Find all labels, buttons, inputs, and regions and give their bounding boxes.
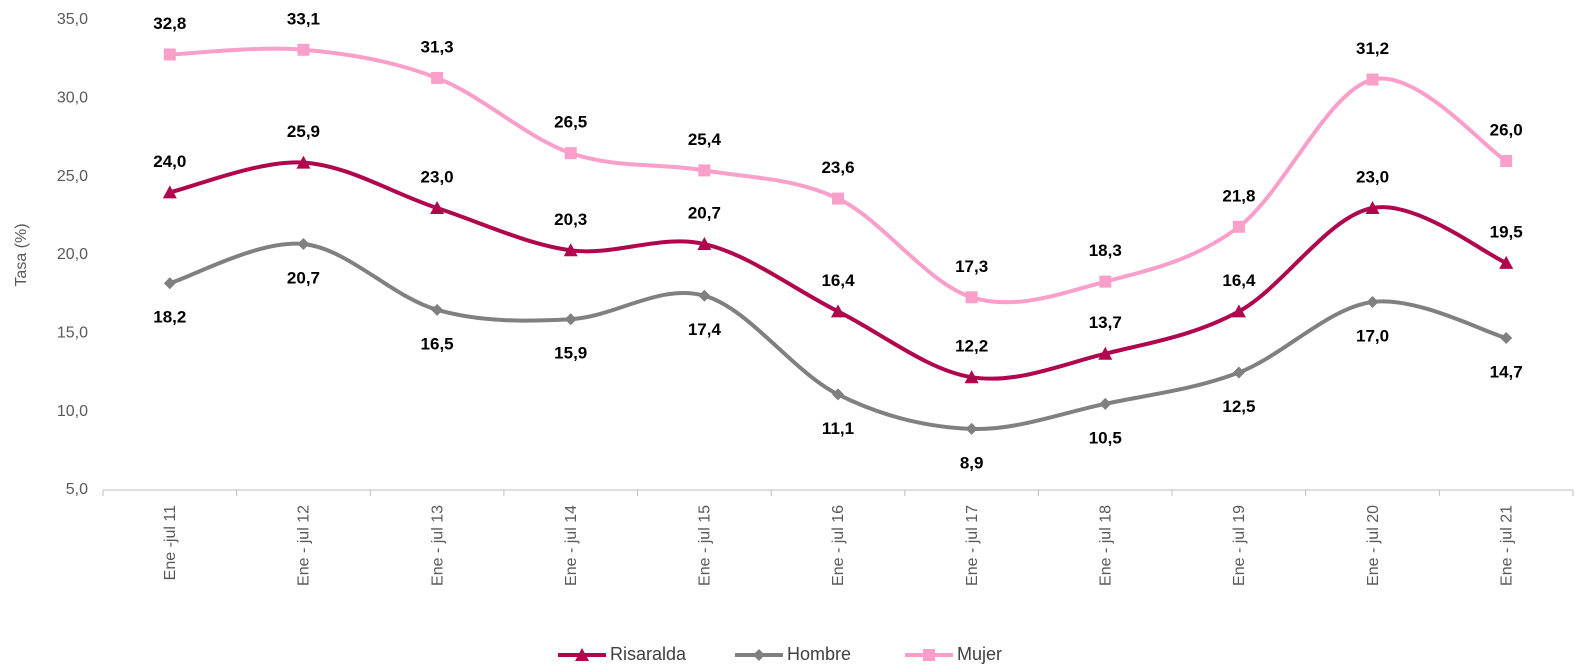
marker [1366, 296, 1379, 308]
marker [1499, 255, 1514, 269]
y-axis-label: Tasa (%) [13, 223, 30, 286]
data-label: 8,9 [960, 453, 984, 472]
marker [1500, 155, 1513, 167]
marker [563, 243, 578, 257]
data-label: 16,4 [1222, 271, 1256, 290]
y-tick-label: 30,0 [57, 90, 88, 107]
data-label: 25,4 [688, 130, 722, 149]
legend-marker [753, 649, 765, 661]
y-tick-label: 35,0 [57, 11, 88, 28]
x-tick-label: Ene - jul 18 [1097, 505, 1114, 586]
x-tick-label: Ene - jul 12 [296, 505, 313, 586]
data-label: 19,5 [1490, 222, 1523, 241]
y-tick-label: 10,0 [57, 403, 88, 420]
x-tick-label: Ene - jul 16 [830, 505, 847, 586]
marker [965, 291, 978, 304]
marker [698, 164, 711, 177]
data-label: 11,1 [822, 419, 854, 438]
data-label: 20,7 [287, 269, 320, 288]
marker [965, 422, 978, 435]
marker [162, 185, 177, 199]
data-label: 24,0 [153, 152, 186, 171]
x-tick-label: Ene - jul 19 [1231, 505, 1248, 586]
y-tick-label: 20,0 [57, 246, 88, 263]
marker [297, 238, 310, 251]
marker [1231, 304, 1246, 318]
marker [698, 289, 711, 302]
data-label: 10,5 [1089, 428, 1122, 447]
data-label: 13,7 [1089, 313, 1122, 332]
marker [430, 201, 445, 214]
data-label: 14,7 [1490, 363, 1523, 382]
data-label: 18,2 [153, 308, 186, 327]
data-label: 20,3 [554, 210, 587, 229]
legend-label: Risaralda [610, 644, 687, 664]
series-line [169, 46, 1508, 305]
marker [832, 192, 844, 205]
marker [564, 147, 577, 160]
legend-label: Mujer [957, 644, 1002, 664]
data-label: 26,0 [1490, 120, 1523, 139]
data-label: 16,4 [821, 271, 855, 290]
data-label: 25,9 [287, 122, 320, 141]
data-label: 18,3 [1089, 241, 1122, 260]
x-tick-label: Ene - jul 21 [1498, 505, 1515, 586]
x-tick-label: Ene - jul 14 [563, 505, 580, 586]
y-tick-label: 5,0 [66, 481, 88, 498]
marker [1232, 220, 1245, 233]
data-label: 23,0 [1356, 167, 1389, 186]
data-label: 31,3 [421, 37, 454, 56]
marker [1500, 332, 1513, 345]
marker [1232, 366, 1245, 379]
data-label: 16,5 [421, 334, 454, 353]
data-label: 12,5 [1222, 397, 1255, 416]
marker [1366, 73, 1379, 86]
marker [564, 313, 577, 326]
legend-label: Hombre [787, 644, 851, 664]
legend-marker [923, 649, 935, 661]
marker [831, 304, 845, 318]
data-label: 17,4 [688, 320, 722, 339]
data-label: 31,2 [1356, 39, 1389, 58]
x-tick-label: Ene - jul 17 [964, 505, 981, 586]
y-tick-label: 25,0 [57, 168, 88, 185]
marker [431, 303, 444, 316]
x-tick-label: Ene - jul 20 [1365, 505, 1382, 586]
data-label: 23,0 [421, 167, 454, 186]
marker [1098, 346, 1113, 360]
marker [163, 48, 176, 61]
data-label: 17,3 [955, 257, 988, 276]
data-label: 32,8 [153, 14, 186, 33]
marker [964, 370, 979, 384]
data-label: 17,0 [1356, 326, 1389, 345]
data-label: 20,7 [688, 204, 721, 223]
data-label: 26,5 [554, 113, 587, 132]
y-tick-label: 15,0 [57, 325, 88, 342]
x-tick-label: Ene - jul 13 [429, 505, 446, 586]
marker [297, 43, 310, 56]
data-label: 33,1 [287, 9, 320, 28]
marker [1099, 275, 1112, 288]
x-tick-label: Ene - jul 15 [697, 505, 714, 586]
x-tick-label: Ene -jul 11 [162, 505, 179, 580]
data-label: 15,9 [554, 344, 587, 363]
data-label: 23,6 [821, 158, 854, 177]
data-label: 21,8 [1222, 186, 1255, 205]
series-line [169, 241, 1507, 431]
data-label: 12,2 [955, 337, 988, 356]
marker [296, 155, 311, 169]
marker [1099, 397, 1112, 410]
marker [832, 388, 844, 401]
marker [431, 71, 444, 84]
marker [163, 277, 176, 290]
legend-marker [575, 648, 589, 661]
marker [697, 237, 712, 251]
marker [1365, 201, 1380, 214]
